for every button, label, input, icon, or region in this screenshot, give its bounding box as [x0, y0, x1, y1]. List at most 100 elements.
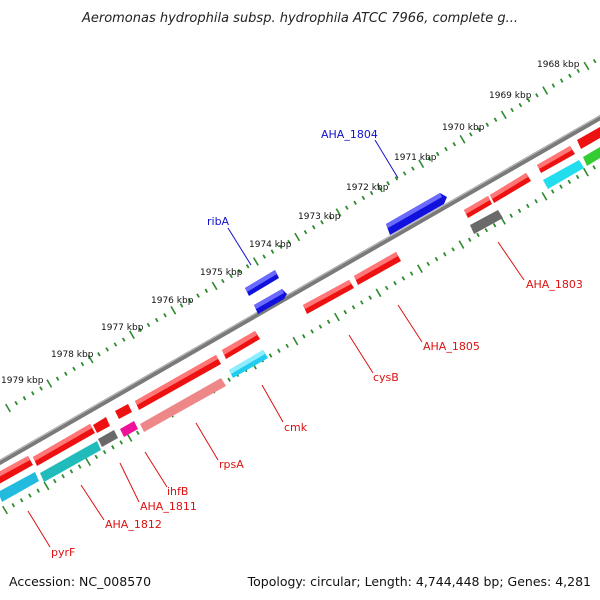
- minor-tick: [136, 430, 140, 435]
- minor-tick: [534, 198, 538, 204]
- major-tick: [292, 336, 299, 346]
- minor-tick: [484, 227, 489, 233]
- minor-tick: [369, 190, 374, 196]
- gene-label-leaders: [27, 139, 525, 548]
- minor-tick: [31, 391, 35, 396]
- minor-tick: [368, 295, 372, 300]
- gene-label-riba[interactable]: ribA: [207, 215, 230, 228]
- minor-tick: [28, 493, 32, 498]
- minor-tick: [72, 366, 76, 372]
- minor-tick: [411, 166, 415, 171]
- minor-tick: [559, 78, 564, 83]
- tick-label: 1979 kbp: [1, 376, 44, 386]
- minor-tick: [351, 305, 356, 310]
- tick-label: 1974 kbp: [249, 240, 292, 250]
- gene-block-cysb[interactable]: [303, 280, 354, 314]
- minor-tick: [526, 203, 530, 209]
- gene-block-aha1804[interactable]: [386, 193, 447, 235]
- gene-label-rpsa[interactable]: rpsA: [219, 458, 244, 471]
- minor-tick: [492, 223, 497, 228]
- minor-tick: [575, 174, 580, 180]
- gene-block-aha1805[interactable]: [354, 252, 401, 285]
- gene-label-ihfb[interactable]: ihfB: [167, 485, 188, 498]
- minor-tick: [138, 327, 142, 333]
- minor-tick: [343, 309, 348, 315]
- minor-tick: [328, 215, 333, 220]
- gene-block-aha1803[interactable]: [464, 127, 600, 218]
- gene-block-ihfb[interactable]: [115, 404, 132, 419]
- gene-block-rpsa[interactable]: [135, 355, 221, 410]
- minor-tick: [592, 165, 596, 170]
- minor-tick: [268, 353, 273, 358]
- minor-tick: [146, 322, 151, 328]
- gene-label-aha1803[interactable]: AHA_1803: [526, 278, 583, 291]
- gene-block-aha1812[interactable]: [33, 424, 95, 466]
- map-title: Aeromonas hydrophila subsp. hydrophila A…: [81, 11, 518, 26]
- minor-tick: [245, 264, 250, 269]
- major-tick: [334, 312, 340, 322]
- pink-block[interactable]: [140, 378, 226, 432]
- minor-tick: [55, 376, 60, 381]
- minor-tick: [36, 488, 40, 493]
- minor-tick: [535, 93, 539, 98]
- minor-tick: [270, 249, 275, 254]
- minor-tick: [360, 300, 364, 305]
- major-tick: [2, 505, 8, 515]
- major-tick: [5, 403, 11, 413]
- major-tick: [583, 61, 590, 71]
- gene-block-cmk[interactable]: [222, 331, 260, 359]
- gene-label-cysb[interactable]: cysB: [373, 371, 399, 384]
- cyan-block[interactable]: [543, 160, 584, 189]
- gene-block-aha1811[interactable]: [93, 417, 110, 433]
- accession-text: Accession: NC_008570: [9, 574, 151, 589]
- minor-tick: [221, 278, 225, 284]
- tick-label: 1978 kbp: [51, 350, 94, 360]
- gray-block[interactable]: [470, 210, 503, 234]
- minor-tick: [102, 449, 107, 455]
- gene-label-cmk[interactable]: cmk: [284, 421, 308, 434]
- minor-tick: [318, 324, 323, 329]
- major-tick: [418, 159, 425, 169]
- major-tick: [87, 354, 94, 364]
- magenta-block[interactable]: [120, 421, 138, 437]
- gene-label-aha1811[interactable]: AHA_1811: [140, 500, 197, 513]
- minor-tick: [326, 319, 331, 324]
- minor-tick: [517, 208, 522, 213]
- minor-tick: [576, 68, 580, 74]
- gray-block[interactable]: [98, 430, 118, 447]
- topology-text: Topology: circular; Length: 4,744,448 bp…: [247, 574, 591, 589]
- major-tick: [542, 86, 549, 95]
- minor-tick: [310, 329, 314, 334]
- tick-label: 1971 kbp: [394, 153, 437, 163]
- minor-tick: [11, 502, 16, 508]
- minor-tick: [77, 464, 82, 469]
- minor-tick: [69, 469, 74, 474]
- tick-label: 1973 kbp: [298, 212, 341, 222]
- minor-tick: [485, 122, 490, 127]
- teal-block[interactable]: [40, 441, 101, 482]
- tick-label: 1976 kbp: [151, 296, 194, 306]
- gene-label-aha1812[interactable]: AHA_1812: [105, 518, 162, 531]
- cyan-block[interactable]: [0, 472, 39, 502]
- minor-tick: [493, 117, 498, 122]
- minor-tick: [14, 400, 19, 406]
- minor-tick: [402, 171, 407, 176]
- minor-tick: [386, 181, 390, 186]
- minor-tick: [353, 200, 357, 205]
- minor-tick: [53, 478, 57, 484]
- minor-tick: [452, 142, 457, 147]
- green-block[interactable]: [583, 147, 600, 166]
- minor-tick: [39, 386, 43, 391]
- gene-label-aha1804[interactable]: AHA_1804: [321, 128, 378, 141]
- gene-label-aha1805[interactable]: AHA_1805: [423, 340, 480, 353]
- major-tick: [583, 167, 589, 177]
- minor-tick: [113, 342, 118, 347]
- gene-block-riba[interactable]: [245, 270, 287, 314]
- minor-tick: [111, 445, 115, 450]
- minor-tick: [311, 225, 316, 230]
- minor-tick: [567, 179, 572, 185]
- gene-block-pyrf[interactable]: [0, 456, 33, 484]
- gene-label-pyrf[interactable]: pyrF: [51, 546, 75, 559]
- minor-tick: [476, 232, 480, 238]
